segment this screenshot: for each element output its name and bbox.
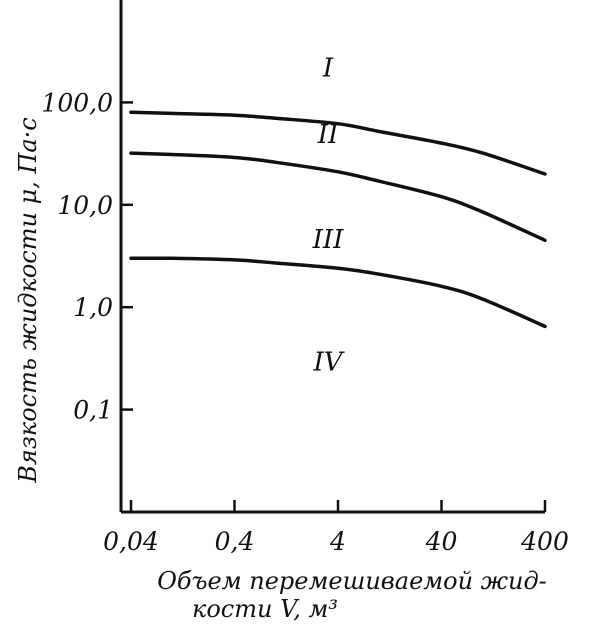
x-tick-label: 0,04 xyxy=(103,527,159,556)
viscosity-curves xyxy=(129,110,547,329)
x-tick-label: 0,4 xyxy=(215,527,255,556)
x-tick-label: 40 xyxy=(425,527,458,556)
y-tick-label: 0,1 xyxy=(73,396,113,425)
region-label: II xyxy=(317,120,339,150)
y-tick-label: 10,0 xyxy=(57,191,113,220)
x-tick-label: 4 xyxy=(329,527,346,556)
x-axis-title-line1: Объем перемешиваемой жид- xyxy=(157,567,547,595)
y-axis-ticks: 0,1 1,0 10,0 100,0 xyxy=(41,88,133,425)
region-label: I xyxy=(322,53,334,83)
curve-line-1 xyxy=(129,110,547,176)
y-axis-title: Вязкость жидкости μ, Па·с xyxy=(14,117,42,483)
x-tick-label: 400 xyxy=(520,527,569,556)
x-axis-title-line2: кости V, м³ xyxy=(192,595,338,623)
curve-line-2 xyxy=(129,151,547,243)
curve-line-3 xyxy=(129,256,547,329)
y-tick-label: 1,0 xyxy=(73,293,113,322)
y-tick-label: 100,0 xyxy=(41,88,113,117)
x-axis-ticks: 0,04 0,4 4 40 400 xyxy=(103,500,569,556)
region-label: IV xyxy=(312,348,344,378)
region-label: III xyxy=(312,225,345,255)
